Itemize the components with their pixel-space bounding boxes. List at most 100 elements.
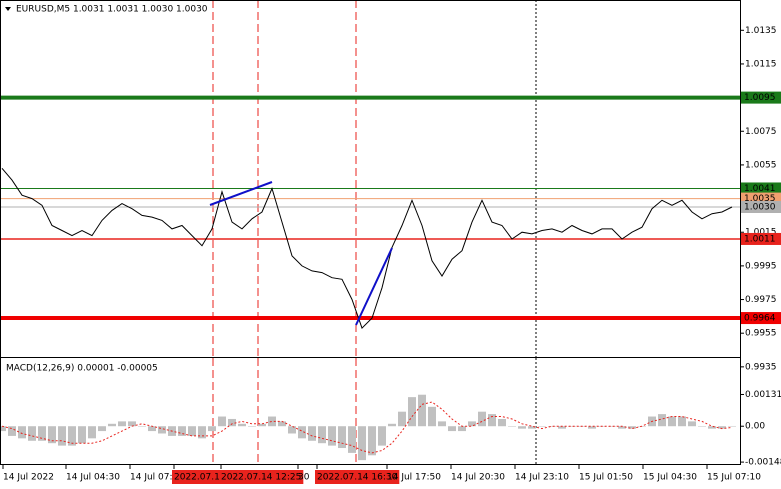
trend-line <box>355 247 393 326</box>
macd-bar <box>8 426 16 436</box>
macd-bar <box>678 416 686 427</box>
macd-bar <box>218 416 226 427</box>
level-label: 1.0041 <box>744 184 776 194</box>
macd-bar <box>198 426 206 439</box>
macd-bar <box>128 421 136 427</box>
macd-bar <box>258 423 266 427</box>
macd-bar <box>428 406 436 427</box>
x-tick-label: 15 Jul 04:30 <box>643 473 697 483</box>
y-tick-label: 0.9955 <box>745 329 777 339</box>
macd-bar <box>658 414 666 427</box>
macd-bar <box>618 426 626 429</box>
level-tag <box>741 312 781 325</box>
macd-bar <box>508 426 516 427</box>
macd-bar <box>718 426 726 429</box>
macd-bar <box>588 426 596 429</box>
macd-bar <box>448 426 456 432</box>
macd-bar <box>378 426 386 446</box>
macd-bar <box>668 416 676 427</box>
macd-bar <box>558 426 566 429</box>
x-tick-label: 14 Jul 07: <box>130 473 173 483</box>
macd-bar <box>48 426 56 444</box>
macd-bar <box>358 426 366 461</box>
price-line <box>1 167 733 330</box>
macd-bar <box>68 426 76 446</box>
macd-bar <box>488 414 496 427</box>
macd-bar <box>308 426 316 441</box>
macd-y-tick-label: 0.00 <box>745 422 765 432</box>
macd-bar <box>248 426 256 427</box>
macd-bar <box>288 426 296 434</box>
macd-y-tick-label: -0.00148 <box>745 458 781 468</box>
macd-bar <box>408 397 416 427</box>
macd-bar <box>0 426 6 432</box>
macd-signal <box>1 401 733 454</box>
x-tick-label: 15 Jul 07:10 <box>707 473 761 483</box>
macd-bar <box>458 426 466 432</box>
x-tick-label: 14 Jul 2022 <box>3 473 54 483</box>
macd-bar <box>388 423 396 427</box>
macd-bar <box>438 421 446 427</box>
level-label: 1.0011 <box>744 234 776 244</box>
y-tick-label: 1.0055 <box>745 160 777 170</box>
y-tick-label: 1.0135 <box>745 26 777 36</box>
levels <box>1 95 740 321</box>
x-tick-label: 14 Jul 23:10 <box>515 473 569 483</box>
macd-bar <box>58 426 66 446</box>
macd-bar <box>398 411 406 427</box>
macd-bar <box>138 426 146 427</box>
macd-bar <box>148 426 156 432</box>
macd-bar <box>38 426 46 441</box>
y-tick-label: 1.0015 <box>745 228 777 238</box>
y-tick-label: 0.9975 <box>745 295 777 305</box>
macd-bar <box>628 426 636 429</box>
level-tag <box>741 200 781 213</box>
macd-bar <box>18 426 26 439</box>
macd-bar <box>708 426 716 429</box>
y-tick-label: 1.0075 <box>745 127 777 137</box>
x-tick-label: 15 Jul 01:50 <box>579 473 633 483</box>
chart-title: EURUSD,M5 1.0031 1.0031 1.0030 1.0030 <box>16 5 208 15</box>
x-tick-label: 2022.07.14 16:30 <box>317 473 398 483</box>
macd-bar <box>698 426 706 427</box>
macd-bar <box>538 426 546 427</box>
macd-bar <box>328 426 336 446</box>
x-tick-label: 2022.07.1 <box>174 473 220 483</box>
macd-title: MACD(12,26,9) 0.00001 -0.00005 <box>6 364 158 374</box>
macd-bar <box>498 418 506 427</box>
macd-y-tick-label: 0.00131 <box>745 390 781 400</box>
macd-bar <box>518 426 526 429</box>
macd-bar <box>568 426 576 427</box>
trend-line <box>209 181 273 206</box>
y-tick-label: 0.9935 <box>745 362 777 372</box>
x-tick-label: 2022.07.14 12:25 <box>221 473 301 483</box>
macd-bar <box>528 426 536 429</box>
x-label-highlight <box>315 470 400 484</box>
x-label-highlight <box>219 470 304 484</box>
level-label: 0.9964 <box>744 314 776 324</box>
series-layer <box>1 167 733 330</box>
macd-bar <box>478 411 486 427</box>
macd-bar <box>418 394 426 427</box>
x-tick-label: 14 Jul 17:50 <box>387 473 441 483</box>
y-tick-label: 0.9995 <box>745 261 777 271</box>
x-tick-label: 14 Jul 04:30 <box>66 473 120 483</box>
macd-bar <box>728 425 736 427</box>
macd-bar <box>88 426 96 439</box>
macd-bar <box>348 426 356 453</box>
macd-bar <box>338 426 346 449</box>
level-label: 1.0035 <box>744 194 776 204</box>
macd-bar <box>98 426 106 432</box>
y-tick-label: 1.0115 <box>745 59 777 69</box>
level-tag <box>741 182 781 195</box>
macd-panel <box>0 358 740 465</box>
macd-bar <box>688 421 696 427</box>
macd-bar <box>28 426 36 441</box>
macd-bar <box>238 423 246 427</box>
macd-bar <box>608 426 616 427</box>
macd-bar <box>208 426 216 432</box>
level-tag <box>741 91 781 104</box>
macd-bar <box>298 426 306 439</box>
macd-bar <box>368 426 376 456</box>
